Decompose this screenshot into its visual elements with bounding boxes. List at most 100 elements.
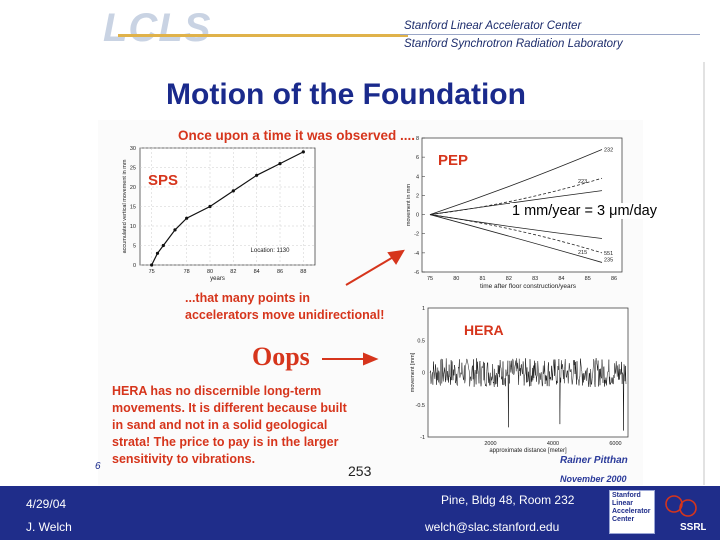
sps-x-tick: 75 [149,269,155,275]
sps-data-point [301,150,305,154]
inner-page-number: 6 [95,461,101,472]
sps-annotation: Location: 1130 [251,248,291,254]
hera-chart: 1 0.5 0 -0.5 -1 2000 4000 6000 approximate dista… [410,306,629,454]
pep-series-line [429,214,603,254]
sps-data-point [208,204,212,209]
slide-number: 253 [348,463,372,479]
pep-y-tick: 8 [416,136,419,142]
sps-x-label: years [210,276,225,282]
pep-series-line [429,149,603,215]
slide-title-text: Motion of the Foundation [166,78,526,111]
sps-data-point [231,189,235,193]
hera-y-tick: -0.5 [416,403,425,409]
hera-plot-frame [427,307,629,438]
sps-x-tick: 84 [254,269,260,275]
footer-date: 4/29/04 [26,497,67,511]
pep-y-tick: -2 [414,232,419,238]
pep-curve-label: 215 [578,250,587,256]
lcls-logo: LCLS [103,6,212,50]
sps-y-tick: 5 [133,244,136,250]
hera-y-label: movement [mm] [410,352,416,392]
hera-x-tick: 2000 [484,441,496,447]
pep-series-line [429,190,603,215]
sps-x-tick: 86 [277,269,283,275]
pep-curve-label: 551 [604,251,613,257]
author-date: November 2000 [560,474,627,484]
slac-logo-text: Stanford Linear Accelerator Center [612,492,651,523]
arrow-to-hera [322,352,379,366]
pep-x-tick: 80 [453,276,459,282]
hera-y-tick: 0.5 [417,338,425,344]
logo-underline [118,34,408,37]
hera-x-tick: 4000 [547,441,559,447]
pep-x-tick: 83 [532,276,538,282]
pep-curve-label: 232 [604,147,613,153]
author-credit: Rainer Pitthan [560,455,628,466]
sps-y-tick: 20 [130,185,136,191]
pep-curve-label: 235 [604,257,613,263]
hera-y-tick: 1 [422,306,425,312]
pep-x-tick: 75 [427,276,433,282]
pep-x-tick: 84 [558,276,564,282]
pep-x-tick: 86 [611,276,617,282]
sps-x-tick: 82 [230,269,236,275]
sps-series-line [151,151,304,266]
pep-curve-label: 223 [578,179,587,185]
ssrl-logo: SSRL [665,495,706,533]
pep-x-label: time after floor construction/years [480,283,577,290]
sps-y-tick: 25 [130,166,136,172]
sps-chart: 0 5 10 15 20 25 30 75 78 80 82 84 86 88 years accumulat… [122,146,316,282]
footer-presenter: J. Welch [26,520,72,534]
pep-y-tick: 2 [416,193,419,199]
header-rule [400,34,700,35]
slide-title: Motion of the Foundation [0,78,720,112]
sps-y-tick: 10 [130,224,136,230]
sps-data-point [173,228,177,232]
pep-y-tick: -4 [414,251,419,257]
observation-heading: Once upon a time it was observed .... [178,128,416,143]
org-line-1: Stanford Linear Accelerator Center [404,20,582,32]
hera-y-tick: 0 [422,371,425,377]
sps-y-tick: 15 [130,205,136,211]
sps-data-point [155,251,160,255]
sps-data-point [161,243,165,248]
hera-y-tick: -1 [420,435,425,441]
slide-header [0,0,720,58]
pep-series-line [429,214,603,263]
sps-data-point [255,173,259,177]
ssrl-logo-text: SSRL [680,522,706,533]
sps-data-point [185,216,189,220]
sps-x-tick: 80 [207,269,213,275]
sps-y-tick: 0 [133,263,136,269]
hera-label: HERA [464,322,504,338]
footer-email: welch@slac.stanford.edu [425,520,560,534]
sps-label: SPS [148,172,179,189]
pep-y-tick: 4 [416,174,419,180]
sps-y-label: accumulated vertical movement in mm [122,159,128,253]
sps-y-tick: 30 [130,146,136,152]
pep-x-tick: 85 [585,276,591,282]
pep-y-tick: 0 [416,213,419,219]
sps-x-tick: 78 [184,269,190,275]
arrow-to-pep [345,249,405,286]
unidirectional-note: ...that many points in accelerators move… [185,291,385,322]
pep-y-tick: -6 [414,270,419,276]
hera-x-tick: 6000 [609,441,621,447]
hera-note: HERA has no discernible long-term moveme… [112,384,347,466]
hera-series-line [429,357,627,431]
pep-x-tick: 81 [480,276,486,282]
slac-logo [609,490,655,534]
hera-x-label: approximate distance [meter] [489,448,567,454]
pep-y-label: movement in mm [406,183,412,226]
sps-x-tick: 88 [300,269,306,275]
pep-x-tick: 82 [506,276,512,282]
footer-location: Pine, Bldg 48, Room 232 [441,493,575,507]
rate-annotation: 1 mm/year = 3 μm/day [510,203,659,219]
sps-data-point [278,162,282,166]
org-line-2: Stanford Synchrotron Radiation Laborator… [404,38,623,50]
oops-text: Oops [252,342,310,371]
pep-y-tick: 6 [416,155,419,161]
slide-footer [0,486,720,540]
pep-label: PEP [438,152,469,169]
sps-data-point [150,263,154,267]
